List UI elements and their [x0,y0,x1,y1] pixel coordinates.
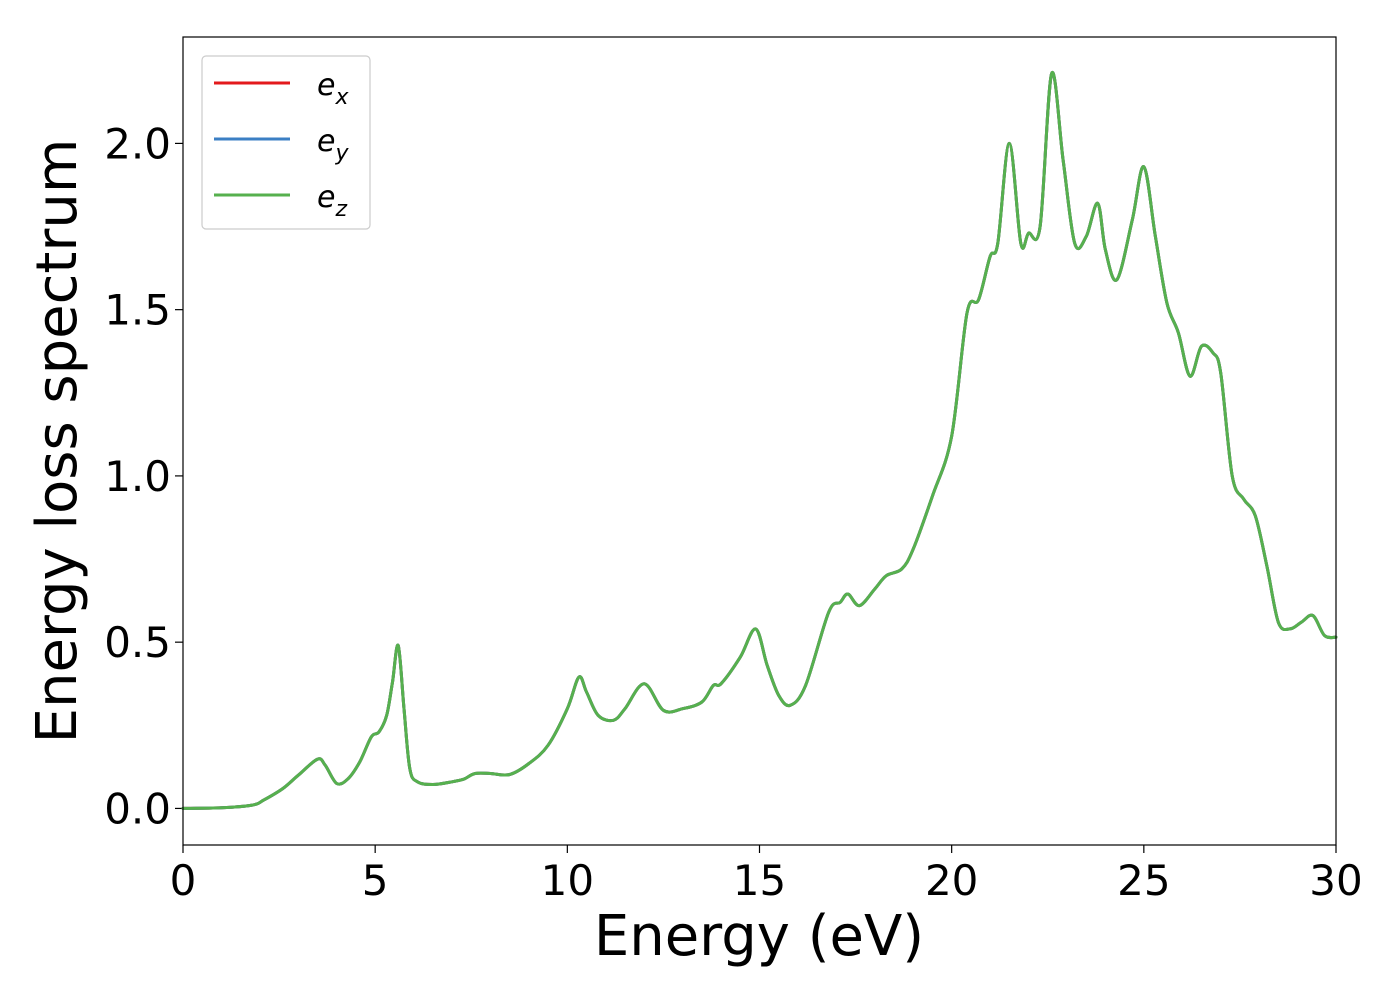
y-tick-label: 2.0 [104,119,171,168]
x-tick-label: 20 [925,856,978,905]
legend-label-e-x: ex [317,68,349,110]
x-axis-title: Energy (eV) [594,904,924,969]
ticks-layer: 0 5 10 15 20 25 30 0.0 0.5 1.0 1.5 2.0 [104,119,1363,905]
legend-label-subscript: z [334,197,347,222]
legend-label-e-z: ez [317,180,347,222]
x-tick-label: 25 [1117,856,1170,905]
y-axis-title: Energy loss spectrum [25,139,90,744]
legend-label-subscript: x [334,85,349,110]
x-tick-label: 10 [541,856,594,905]
legend-box [201,55,371,230]
y-tick-label: 0.5 [104,618,171,667]
legend-label-base: e [317,68,335,103]
y-tick-label: 1.0 [104,452,171,501]
legend-label-e-y: ey [317,124,349,166]
x-tick-label: 15 [733,856,786,905]
y-tick-label: 1.5 [104,286,171,335]
x-tick-label: 0 [170,856,197,905]
series-lines [181,70,1338,810]
series-line-e-z [181,70,1338,810]
x-tick-label: 30 [1309,856,1362,905]
legend-label-base: e [317,180,335,215]
y-tick-label: 0.0 [104,784,171,833]
legend-label-subscript: y [334,141,349,166]
plot-area-frame [182,36,1337,846]
x-tick-label: 5 [362,856,389,905]
legend-label-base: e [317,124,335,159]
